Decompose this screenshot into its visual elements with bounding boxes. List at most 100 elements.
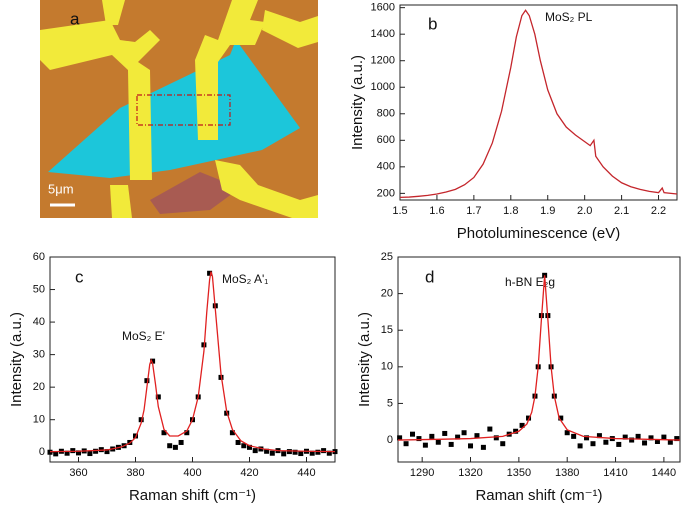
data-point [667, 439, 673, 445]
data-point [87, 451, 93, 457]
data-point [410, 431, 416, 437]
data-point [269, 450, 275, 456]
data-point [442, 430, 448, 436]
plot-frame [49, 256, 336, 463]
data-point [616, 441, 622, 447]
annotation: MoS₂ PL [545, 10, 593, 24]
y-tick-label: 15 [381, 324, 393, 336]
panel-label: b [428, 14, 437, 33]
x-axis-title: Raman shift (cm⁻¹) [129, 487, 256, 504]
data-point [309, 450, 315, 456]
bn-region [150, 172, 240, 214]
data-point [435, 439, 441, 445]
x-tick-label: 400 [183, 467, 201, 479]
data-point [487, 426, 493, 432]
annotation: MoS₂ A'₁ [222, 272, 268, 286]
data-point [474, 433, 480, 439]
data-point [564, 430, 570, 436]
data-point [403, 441, 409, 447]
x-tick-label: 1410 [603, 467, 627, 479]
y-axis-title: Intensity (a.u.) [356, 312, 373, 407]
data-point [76, 450, 81, 456]
y-tick-label: 60 [33, 251, 45, 263]
x-tick-label: 1320 [458, 467, 482, 479]
x-axis-title: Photoluminescence (eV) [457, 225, 620, 242]
data-point [590, 441, 596, 447]
data-point [480, 444, 486, 450]
data-point [155, 394, 161, 400]
data-point [654, 439, 660, 444]
data-point [461, 430, 467, 436]
panel-label: d [425, 267, 434, 286]
data-point [422, 442, 428, 448]
data-point [493, 435, 499, 441]
y-tick-label: 20 [381, 288, 393, 300]
data-point [622, 434, 628, 440]
x-tick-label: 2.2 [651, 205, 666, 217]
data-point [229, 430, 235, 436]
y-tick-label: 1400 [371, 28, 395, 40]
data-point [429, 433, 435, 439]
data-point [252, 448, 258, 454]
x-tick-label: 1350 [507, 467, 531, 479]
data-point [326, 450, 332, 456]
scale-label: 5μm [48, 181, 74, 196]
x-tick-label: 1.6 [429, 205, 444, 217]
panel-label: a [70, 9, 80, 28]
x-tick-label: 1440 [652, 467, 676, 479]
data-point [629, 437, 635, 443]
data-point [519, 422, 525, 428]
data-point [642, 440, 648, 446]
plot-frame [397, 256, 681, 463]
x-tick-label: 440 [297, 467, 315, 479]
data-point [292, 449, 298, 455]
data-point [584, 435, 590, 441]
data-point [448, 441, 454, 447]
data-point [70, 448, 76, 454]
data-point [397, 435, 403, 441]
y-tick-label: 1600 [371, 2, 395, 14]
x-tick-label: 1290 [410, 467, 434, 479]
x-tick-label: 360 [69, 467, 87, 479]
data-point [53, 451, 59, 457]
y-tick-label: 1000 [371, 81, 395, 93]
y-tick-label: 0 [39, 446, 45, 458]
data-point [500, 441, 506, 447]
data-point [416, 436, 422, 442]
y-tick-label: 20 [33, 381, 45, 393]
data-point [513, 428, 519, 434]
data-point [571, 433, 577, 439]
y-tick-label: 1200 [371, 55, 395, 67]
data-point [207, 270, 213, 276]
data-point [321, 448, 327, 454]
y-tick-label: 0 [387, 434, 393, 446]
data-point [264, 448, 270, 454]
region-box [136, 94, 231, 126]
y-tick-label: 800 [377, 108, 395, 120]
data-point [235, 439, 241, 445]
data-point [184, 430, 190, 436]
data-point [596, 433, 602, 439]
data-point [241, 443, 247, 449]
x-tick-label: 2.0 [577, 205, 592, 217]
y-axis-title: Intensity (a.u.) [349, 55, 366, 150]
y-tick-label: 25 [381, 251, 393, 263]
y-tick-label: 30 [33, 349, 45, 361]
micrograph: 5μm a [40, 0, 318, 218]
data-point [661, 434, 667, 440]
data-point [247, 444, 252, 450]
x-tick-label: 420 [240, 467, 258, 479]
y-tick-label: 50 [33, 283, 45, 295]
annotation: h-BN E₂g [505, 275, 555, 289]
data-point [172, 444, 178, 450]
data-point [178, 439, 184, 445]
x-tick-label: 1.5 [392, 205, 407, 217]
x-axis-title: Raman shift (cm⁻¹) [475, 487, 602, 504]
data-point [298, 451, 304, 457]
y-tick-label: 400 [377, 161, 395, 173]
y-tick-label: 10 [381, 361, 393, 373]
y-axis-title: Intensity (a.u.) [8, 312, 25, 407]
x-tick-label: 1.8 [503, 205, 518, 217]
